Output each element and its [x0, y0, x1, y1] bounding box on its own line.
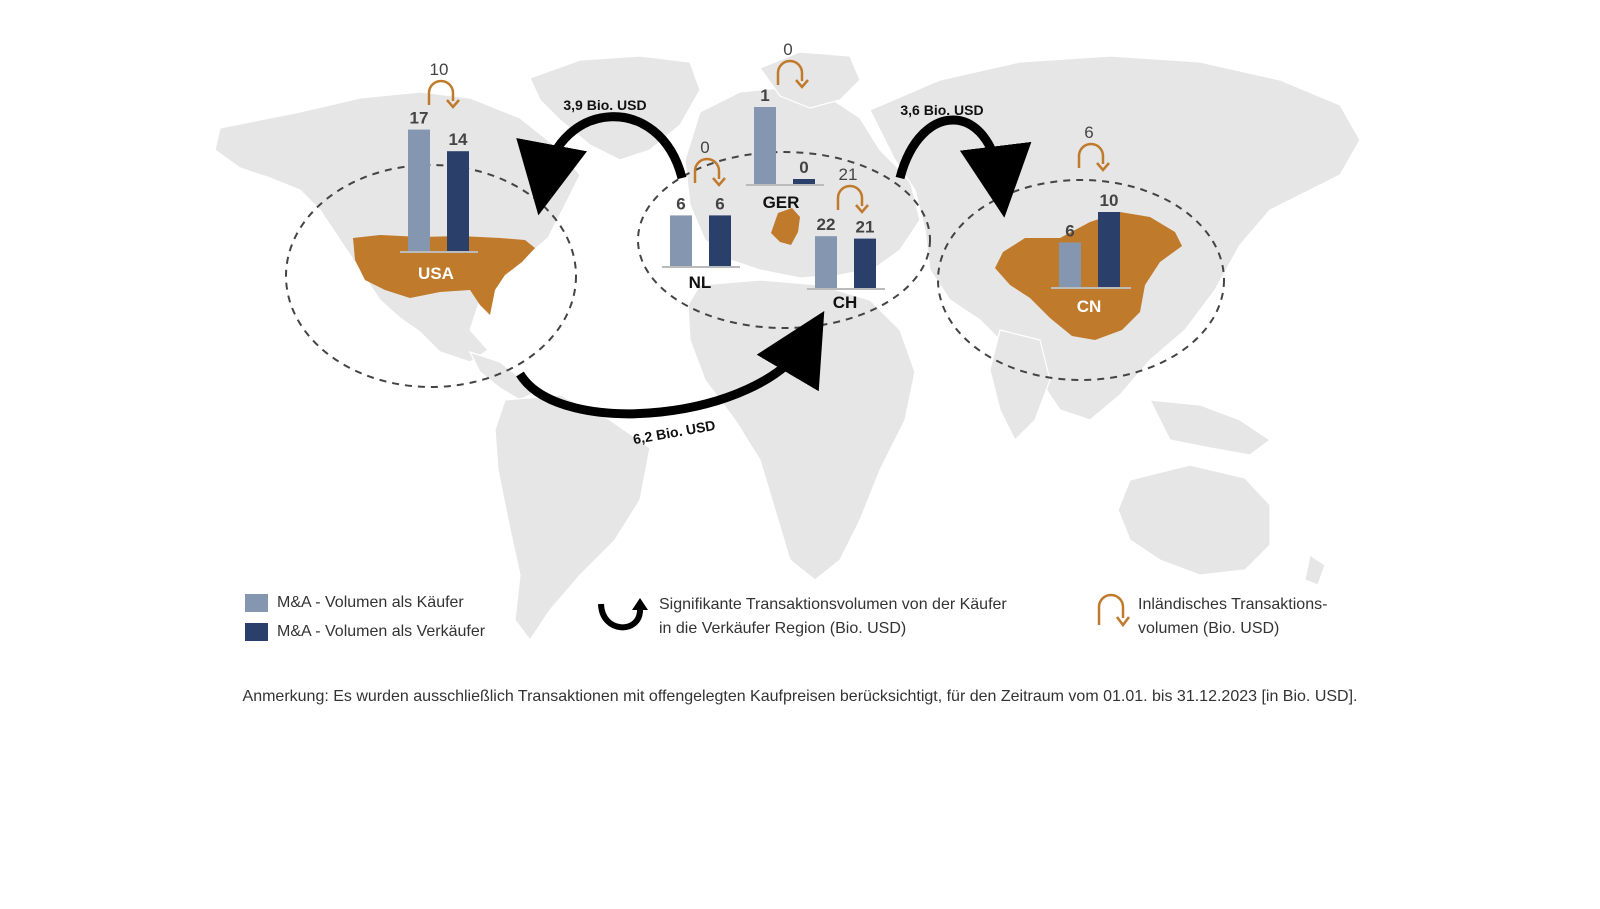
legend-flow-arrow-head-icon — [632, 598, 648, 610]
ger-buyer-bar — [754, 107, 776, 185]
cn-label: CN — [1077, 297, 1102, 316]
ger-domestic-loop: 0 — [776, 40, 809, 89]
legend-icons — [598, 593, 1130, 631]
cn-region-ellipse — [937, 179, 1225, 381]
legend-buyer-swatch — [245, 593, 268, 612]
north-america-shape — [214, 91, 581, 363]
cn-seller-bar — [1098, 212, 1120, 288]
legend-domestic-line2: volumen (Bio. USD) — [1138, 620, 1280, 637]
footnote: Anmerkung: Es wurden ausschließlich Tran… — [242, 688, 1358, 705]
usa-buyer-bar — [408, 129, 430, 252]
legend-seller: M&A - Volumen als Verkäufer — [245, 620, 485, 644]
usa-label: USA — [418, 264, 454, 283]
ch-buyer-bar — [815, 236, 837, 289]
ger-domestic-value: 0 — [783, 40, 792, 59]
ger-seller-bar — [793, 179, 815, 185]
legend-buyer: M&A - Volumen als Käufer — [245, 591, 464, 615]
cn-seller-value: 10 — [1100, 191, 1119, 210]
nl-domestic-loop-icon — [693, 157, 721, 183]
nl-domestic-loop: 0 — [693, 138, 726, 187]
nl-buyer-value: 6 — [676, 194, 685, 213]
nl-domestic-arrow-icon — [712, 177, 726, 187]
new-zealand-shape — [1304, 554, 1326, 586]
nl-seller-value: 6 — [715, 194, 724, 213]
ger-seller-value: 0 — [799, 158, 808, 177]
highlighted-countries — [353, 208, 1182, 340]
legend-domestic: Inländisches Transaktions- volumen (Bio.… — [1138, 593, 1327, 641]
ch-domestic-loop-icon — [836, 184, 864, 210]
ch-seller-value: 21 — [856, 218, 875, 237]
ch-domestic-value: 21 — [839, 165, 858, 184]
usa-seller-bar — [447, 151, 469, 252]
legend-domestic-loop-head-icon — [1116, 616, 1130, 628]
legend-domestic-loop-icon — [1097, 593, 1125, 625]
flow-label-eu-to-cn: 3,6 Bio. USD — [900, 102, 983, 118]
ger-domestic-arrow-icon — [795, 79, 809, 89]
legend-seller-label: M&A - Volumen als Verkäufer — [277, 623, 486, 640]
usa-seller-value: 14 — [449, 130, 468, 149]
flow-arrows: 3,9 Bio. USD 3,6 Bio. USD 6,2 Bio. USD — [516, 97, 1032, 447]
ch-label: CH — [833, 293, 858, 312]
india-shape — [989, 329, 1051, 442]
ch-buyer-value: 22 — [817, 215, 836, 234]
flow-arrow-eu-to-us — [516, 112, 687, 216]
south-america-shape — [494, 394, 651, 642]
usa-domestic-value: 10 — [430, 60, 449, 79]
cn-bar-group: 6 10 — [1051, 191, 1131, 289]
flow-arrow-us-to-eu — [516, 311, 825, 419]
cn-domestic-arrow-icon — [1096, 162, 1110, 172]
flow-arrow-eu-to-cn — [895, 115, 1032, 218]
usa-buyer-value: 17 — [410, 109, 429, 128]
central-america-shape — [468, 350, 537, 401]
southeast-asia-shape — [1148, 399, 1272, 456]
legend-flow-arrow-icon — [598, 603, 643, 631]
legend-flow: Signifikante Transaktionsvolumen von der… — [659, 593, 1007, 641]
cn-buyer-value: 6 — [1065, 221, 1074, 240]
australia-shape — [1117, 464, 1271, 576]
germany-shape — [771, 208, 800, 245]
cn-buyer-bar — [1059, 242, 1081, 288]
ger-bar-group: 10 — [746, 86, 824, 186]
legend-flow-line1: Signifikante Transaktionsvolumen von der… — [659, 596, 1007, 613]
ch-domestic-loop: 21 — [836, 165, 869, 214]
ger-domestic-loop-icon — [776, 59, 804, 85]
nl-buyer-bar — [670, 215, 692, 267]
usa-domestic-arrow-icon — [446, 99, 460, 109]
usa-shape — [353, 235, 535, 315]
country-labels: USA NL GER CH CN — [418, 193, 1101, 316]
flow-label-eu-to-us: 3,9 Bio. USD — [563, 97, 646, 113]
legend-buyer-label: M&A - Volumen als Käufer — [277, 594, 464, 611]
nl-seller-bar — [709, 215, 731, 267]
cn-domestic-value: 6 — [1084, 123, 1093, 142]
usa-region-ellipse — [285, 164, 577, 388]
usa-domestic-loop: 10 — [427, 60, 460, 109]
legend-seller-swatch — [245, 622, 268, 641]
ch-domestic-arrow-icon — [855, 204, 869, 214]
nl-label: NL — [689, 273, 712, 292]
ch-bar-group: 22 21 — [807, 215, 885, 290]
ch-seller-bar — [854, 238, 876, 289]
africa-shape — [687, 279, 916, 581]
continents — [214, 51, 1361, 642]
nl-domestic-value: 0 — [700, 138, 709, 157]
legend-flow-line2: in die Verkäufer Region (Bio. USD) — [659, 620, 907, 637]
legend-domestic-line1: Inländisches Transaktions- — [1138, 596, 1328, 613]
usa-domestic-loop-icon — [427, 79, 455, 105]
cn-domestic-loop-icon — [1077, 142, 1105, 168]
china-shape — [995, 212, 1182, 340]
ger-label: GER — [763, 193, 800, 212]
cn-domestic-loop: 6 — [1077, 123, 1110, 172]
flow-label-us-to-eu: 6,2 Bio. USD — [632, 417, 717, 447]
ger-buyer-value: 1 — [760, 86, 769, 105]
scandinavia-shape — [759, 51, 861, 109]
